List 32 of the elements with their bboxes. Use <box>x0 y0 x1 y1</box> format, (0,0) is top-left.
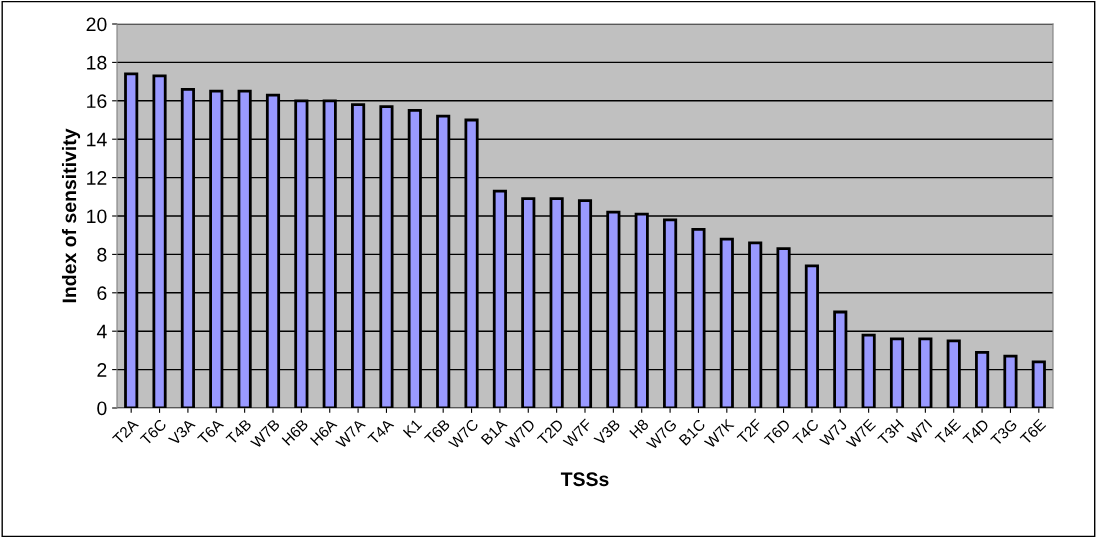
y-tick-label: 20 <box>86 17 107 32</box>
x-tick-label: K1 <box>402 418 423 438</box>
y-tick-label: 14 <box>87 132 107 147</box>
x-tick-label: V3A <box>167 418 196 447</box>
y-tick-label: 0 <box>97 401 107 416</box>
x-tick-label: T4C <box>792 418 820 446</box>
y-axis-title: Index of sensitivity <box>61 128 81 303</box>
y-tick-label: 2 <box>97 363 107 377</box>
x-tick-label: H8 <box>629 418 650 439</box>
x-tick-label: W7I <box>906 419 933 445</box>
x-axis-title: TSSs <box>560 472 609 487</box>
y-tick-label: 18 <box>87 55 107 70</box>
x-tick-label: T2F <box>736 418 763 445</box>
x-tick-label: T3H <box>877 418 905 446</box>
x-tick-label: T6A <box>196 418 225 446</box>
x-tick-label: T6C <box>139 418 168 446</box>
x-tick-label: T6E <box>1019 418 1047 446</box>
x-tick-label: T4A <box>367 418 395 446</box>
y-tick-label: 8 <box>97 247 107 262</box>
y-tick-label: 4 <box>96 324 107 339</box>
x-tick-label: T4B <box>225 418 252 446</box>
x-tick-label: V3B <box>593 418 621 447</box>
y-tick-label: 16 <box>87 94 107 109</box>
y-tick-label: 10 <box>87 209 107 224</box>
x-tick-label: T2D <box>536 418 564 446</box>
x-tick-label: T4E <box>934 418 962 446</box>
x-tick-label: T6D <box>763 418 791 446</box>
y-tick-label: 6 <box>97 286 107 301</box>
x-tick-label: T3G <box>989 418 1018 447</box>
x-tick-label: T2A <box>111 418 139 446</box>
x-tick-label: T4D <box>962 418 990 446</box>
y-tick-label: 12 <box>87 171 107 185</box>
